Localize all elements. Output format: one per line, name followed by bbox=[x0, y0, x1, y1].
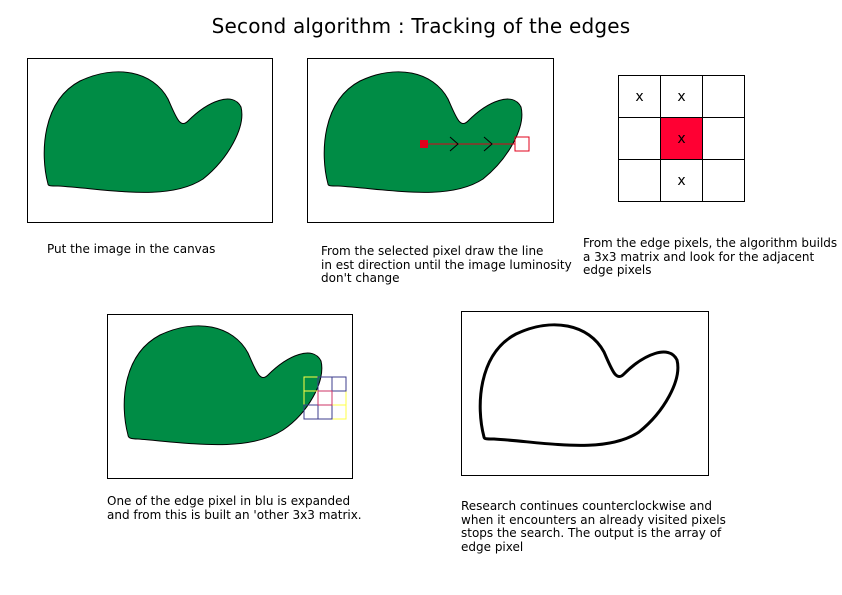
green-shape-with-scan-line bbox=[323, 71, 530, 193]
caption-step-5: Research continues counterclockwise and … bbox=[461, 499, 726, 554]
matrix-cell bbox=[619, 160, 661, 202]
canvas-panel-4 bbox=[461, 311, 709, 476]
caption-step-1: Put the image in the canvas bbox=[47, 242, 216, 256]
scan-line bbox=[420, 136, 530, 152]
diagram-title: Second algorithm : Tracking of the edges bbox=[211, 14, 631, 38]
matrix-cell bbox=[703, 118, 745, 160]
matrix-3x3: x x x x bbox=[618, 75, 745, 202]
canvas-panel-3 bbox=[107, 314, 353, 479]
matrix-cell bbox=[703, 76, 745, 118]
matrix-cell bbox=[703, 160, 745, 202]
matrix-cell: x bbox=[619, 76, 661, 118]
arrow-icon bbox=[449, 136, 459, 152]
center-pixel bbox=[317, 390, 333, 406]
caption-step-3: From the edge pixels, the algorithm buil… bbox=[583, 236, 838, 277]
edge-pixel bbox=[514, 136, 530, 152]
edge-outline bbox=[478, 323, 680, 447]
canvas-panel-1 bbox=[27, 58, 273, 223]
green-shape bbox=[43, 71, 243, 193]
matrix-cell: x bbox=[661, 160, 703, 202]
matrix-cell: x bbox=[661, 76, 703, 118]
matrix-cell bbox=[619, 118, 661, 160]
matrix-center-cell: x bbox=[661, 118, 703, 160]
green-shape-with-matrices bbox=[123, 325, 347, 446]
arrow-icon bbox=[483, 136, 493, 152]
caption-step-2: From the selected pixel draw the line in… bbox=[321, 244, 572, 285]
start-pixel bbox=[420, 140, 428, 148]
canvas-panel-2 bbox=[307, 58, 554, 223]
caption-step-4: One of the edge pixel in blu is expanded… bbox=[107, 494, 362, 522]
